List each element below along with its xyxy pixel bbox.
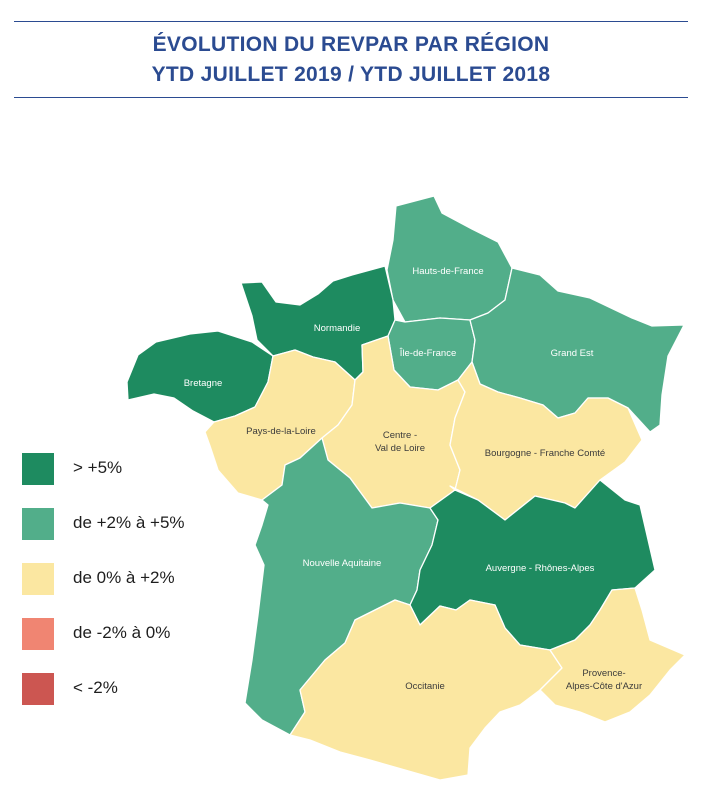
title-bottom-rule (14, 97, 688, 98)
legend-item: > +5% (22, 453, 222, 487)
label-nouvelle-aquitaine: Nouvelle Aquitaine (303, 558, 382, 569)
legend-item: de 0% à +2% (22, 563, 222, 597)
region-bourgogne-franche-comte[interactable] (449, 361, 643, 521)
title-top-rule (14, 21, 688, 22)
legend-swatch (22, 673, 54, 705)
legend-item: de +2% à +5% (22, 508, 222, 542)
legend-swatch (22, 563, 54, 595)
label-bretagne: Bretagne (184, 378, 223, 389)
label-paca-line1: Provence- (582, 668, 625, 679)
legend-label: de -2% à 0% (73, 623, 171, 642)
label-paca-line2: Alpes-Côte d'Azur (566, 681, 642, 692)
label-grand-est: Grand Est (551, 348, 594, 359)
legend-label: de 0% à +2% (73, 568, 175, 587)
label-ile-de-france: Île-de-France (399, 348, 457, 359)
label-hauts-de-france: Hauts-de-France (412, 266, 483, 277)
chart-title-line2: YTD JUILLET 2019 / YTD JUILLET 2018 (151, 63, 551, 86)
region-paca[interactable] (539, 587, 686, 723)
label-centre-line1: Centre - (383, 430, 417, 441)
legend-item: de -2% à 0% (22, 618, 222, 652)
legend-swatch (22, 508, 54, 540)
label-pays-de-la-loire: Pays-de-la-Loire (246, 426, 316, 437)
legend-swatch (22, 453, 54, 485)
label-occitanie: Occitanie (405, 681, 445, 692)
label-auvergne-rhone-alpes: Auvergne - Rhônes-Alpes (486, 563, 595, 574)
legend-label: < -2% (73, 678, 118, 697)
legend-label: de +2% à +5% (73, 513, 185, 532)
label-centre-line2: Val de Loire (375, 443, 425, 454)
label-bourgogne-franche-comte: Bourgogne - Franche Comté (485, 448, 605, 459)
legend-swatch (22, 618, 54, 650)
legend-item: < -2% (22, 673, 222, 707)
label-normandie: Normandie (314, 323, 360, 334)
region-hauts-de-france[interactable] (386, 195, 513, 323)
chart-title-line1: ÉVOLUTION DU REVPAR PAR RÉGION (152, 33, 550, 56)
legend-label: > +5% (73, 458, 123, 477)
